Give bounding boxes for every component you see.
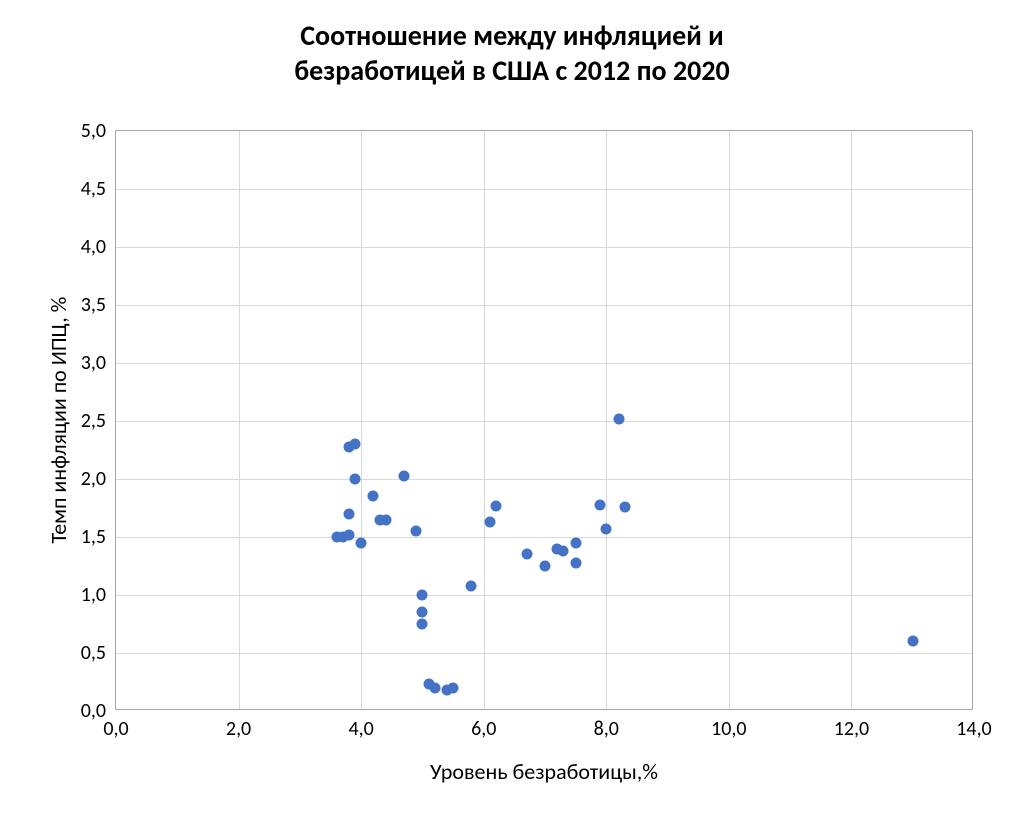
x-axis-label: Уровень безработицы,% [115,758,973,785]
scatter-point [521,549,532,560]
y-tick-label: 3,0 [81,351,106,375]
gridline-horizontal [116,479,972,480]
gridline-horizontal [116,189,972,190]
gridline-horizontal [116,653,972,654]
gridline-vertical [239,131,240,709]
y-tick-label: 1,5 [81,525,106,549]
scatter-point [570,557,581,568]
scatter-point [613,413,624,424]
x-tick-label: 10,0 [711,717,746,741]
y-tick-label: 5,0 [81,119,106,143]
scatter-point [490,500,501,511]
gridline-vertical [851,131,852,709]
scatter-point [417,607,428,618]
gridline-horizontal [116,247,972,248]
chart-title: Соотношение между инфляцией и безработиц… [0,18,1024,88]
y-tick-label: 4,0 [81,235,106,259]
y-tick-label: 1,0 [81,583,106,607]
y-tick-label: 4,5 [81,177,106,201]
scatter-point [601,523,612,534]
plot-area: 0,02,04,06,08,010,012,014,00,00,51,01,52… [115,130,973,710]
scatter-point [350,474,361,485]
scatter-point [343,508,354,519]
gridline-vertical [361,131,362,709]
scatter-point [411,526,422,537]
gridline-horizontal [116,595,972,596]
gridline-horizontal [116,421,972,422]
y-axis-label: Темп инфляции по ИПЦ, % [45,130,72,710]
y-tick-label: 0,0 [81,699,106,723]
scatter-point [595,499,606,510]
scatter-point [540,561,551,572]
x-tick-label: 12,0 [834,717,869,741]
scatter-point [350,439,361,450]
gridline-horizontal [116,305,972,306]
scatter-point [907,636,918,647]
gridline-vertical [484,131,485,709]
x-tick-label: 14,0 [956,717,991,741]
scatter-point [570,537,581,548]
y-tick-label: 0,5 [81,641,106,665]
scatter-point [429,682,440,693]
x-tick-label: 8,0 [594,717,619,741]
x-tick-label: 2,0 [226,717,251,741]
gridline-horizontal [116,537,972,538]
scatter-point [399,470,410,481]
scatter-point [417,590,428,601]
x-tick-label: 0,0 [103,717,128,741]
scatter-chart: Соотношение между инфляцией и безработиц… [0,0,1024,835]
x-tick-label: 6,0 [471,717,496,741]
scatter-point [619,501,630,512]
scatter-point [417,619,428,630]
gridline-horizontal [116,363,972,364]
scatter-point [380,514,391,525]
x-tick-label: 4,0 [349,717,374,741]
scatter-point [466,580,477,591]
scatter-point [343,529,354,540]
scatter-point [484,516,495,527]
y-tick-label: 2,0 [81,467,106,491]
y-tick-label: 3,5 [81,293,106,317]
scatter-point [368,491,379,502]
scatter-point [448,682,459,693]
scatter-point [558,545,569,556]
gridline-vertical [729,131,730,709]
y-tick-label: 2,5 [81,409,106,433]
scatter-point [356,537,367,548]
gridline-vertical [606,131,607,709]
